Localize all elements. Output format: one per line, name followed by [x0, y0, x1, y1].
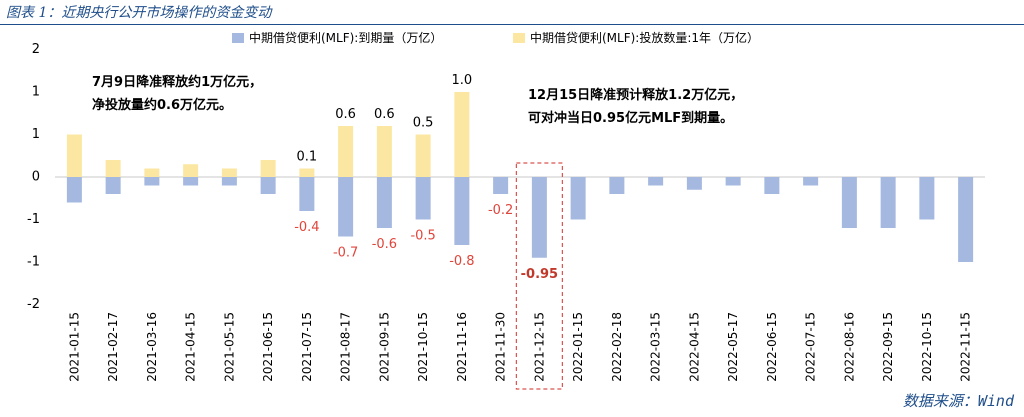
y-tick-label: 1 [32, 85, 40, 100]
y-tick-label: 0 [32, 170, 40, 185]
bar-injection [415, 134, 431, 177]
chart-title: 图表 1：近期央行公开市场操作的资金变动 [6, 5, 272, 21]
bar-maturity [803, 177, 819, 186]
bar-maturity [609, 177, 625, 194]
bar-maturity [531, 177, 547, 258]
legend-label: 中期借贷便利(MLF):到期量（万亿） [249, 30, 442, 45]
x-tick-label: 2022-01-15 [571, 312, 585, 382]
x-tick-label: 2021-11-30 [494, 312, 508, 382]
x-tick-label: 2021-07-15 [300, 312, 314, 382]
bar-maturity [493, 177, 509, 194]
bar-maturity [958, 177, 974, 262]
data-label: 0.5 [413, 116, 434, 131]
data-label: -0.95 [521, 267, 558, 282]
bar-injection [376, 126, 392, 177]
annotation-text: 净投放量约0.6万亿元。 [92, 97, 232, 113]
bar-injection [144, 168, 160, 177]
bar-injection [183, 164, 199, 177]
bar-maturity [725, 177, 741, 186]
x-tick-label: 2021-04-15 [184, 312, 198, 382]
data-label: -0.5 [410, 229, 435, 244]
bar-injection [299, 168, 315, 177]
bar-maturity [260, 177, 276, 194]
annotation-text: 7月9日降准释放约1万亿元， [92, 74, 262, 90]
x-tick-label: 2022-05-17 [726, 312, 740, 382]
legend-swatch [513, 33, 525, 43]
data-label: -0.4 [294, 220, 319, 235]
bar-maturity [686, 177, 702, 190]
x-tick-label: 2021-01-15 [67, 312, 81, 382]
x-tick-label: 2021-09-15 [377, 312, 391, 382]
bar-maturity [299, 177, 315, 211]
bar-maturity [841, 177, 857, 228]
x-tick-label: 2021-02-17 [106, 312, 120, 382]
x-tick-label: 2021-03-16 [145, 312, 159, 382]
bar-injection [66, 134, 82, 177]
bar-injection [260, 160, 276, 177]
data-label: -0.6 [372, 237, 397, 252]
x-tick-label: 2022-04-15 [687, 312, 701, 382]
x-tick-label: 2021-06-15 [261, 312, 275, 382]
x-tick-label: 2021-05-15 [222, 312, 236, 382]
bar-injection [454, 92, 470, 177]
annotation-text: 12月15日降准预计释放1.2万亿元， [528, 87, 743, 103]
data-label: -0.8 [449, 254, 474, 269]
data-label: 1.0 [452, 73, 473, 88]
x-tick-label: 2022-10-15 [920, 312, 934, 382]
y-tick-label: -1 [27, 212, 40, 227]
x-tick-label: 2022-06-15 [765, 312, 779, 382]
axes: 2 1 1 0 -1 -1 -2 [27, 42, 985, 390]
y-tick-label: -1 [27, 255, 40, 270]
bar-maturity [376, 177, 392, 228]
legend: 中期借贷便利(MLF):到期量（万亿） 中期借贷便利(MLF):投放数量:1年（万… [232, 30, 759, 45]
bar-maturity [764, 177, 780, 194]
data-labels: 0.1 0.6 0.6 0.5 1.0 -0.4 -0.7 -0.6 -0.5 -0.8 -0.2 -… [294, 73, 558, 282]
bar-injection [338, 126, 354, 177]
bar-maturity [919, 177, 935, 220]
data-label: -0.7 [333, 246, 358, 261]
x-tick-label: 2021-10-15 [416, 312, 430, 382]
annotation-text: 可对冲当日0.95亿元MLF到期量。 [528, 110, 733, 126]
bar-injection [105, 160, 121, 177]
bar-maturity [338, 177, 354, 237]
bar-maturity [648, 177, 664, 186]
x-tick-label: 2021-12-15 [532, 312, 546, 382]
x-tick-label: 2022-02-18 [610, 312, 624, 382]
legend-swatch [232, 33, 244, 43]
bar-maturity [454, 177, 470, 245]
y-tick-label: 1 [32, 127, 40, 142]
data-label: 0.1 [297, 150, 318, 165]
bar-maturity [880, 177, 896, 228]
y-tick-label: -2 [27, 297, 40, 312]
x-tick-label: 2022-03-15 [649, 312, 663, 382]
x-tick-label: 2021-08-17 [339, 312, 353, 382]
x-tick-labels: 2021-01-15 2021-02-17 2021-03-16 2021-04-15… [67, 312, 972, 382]
legend-label: 中期借贷便利(MLF):投放数量:1年（万亿） [530, 30, 759, 45]
bar-maturity [415, 177, 431, 220]
data-label: 0.6 [335, 107, 356, 122]
bar-maturity [183, 177, 199, 186]
y-tick-label: 2 [32, 42, 40, 57]
bar-injection [221, 168, 237, 177]
x-tick-label: 2022-11-15 [959, 312, 973, 382]
source-note: 数据来源：Wind [902, 392, 1014, 410]
bar-maturity [144, 177, 160, 186]
bar-maturity [66, 177, 82, 203]
bar-maturity [105, 177, 121, 194]
bar-maturity [221, 177, 237, 186]
bar-maturity [570, 177, 586, 220]
x-tick-label: 2022-07-15 [804, 312, 818, 382]
title-divider [0, 24, 1024, 25]
annotations: 7月9日降准释放约1万亿元， 净投放量约0.6万亿元。 12月15日降准预计释放1.… [92, 74, 743, 126]
x-tick-label: 2021-11-16 [455, 312, 469, 382]
highlight-box [515, 162, 563, 390]
data-label: 0.6 [374, 107, 395, 122]
bars [66, 92, 974, 262]
x-tick-label: 2022-09-15 [881, 312, 895, 382]
data-label: -0.2 [488, 203, 513, 218]
x-tick-label: 2022-08-16 [842, 312, 856, 382]
